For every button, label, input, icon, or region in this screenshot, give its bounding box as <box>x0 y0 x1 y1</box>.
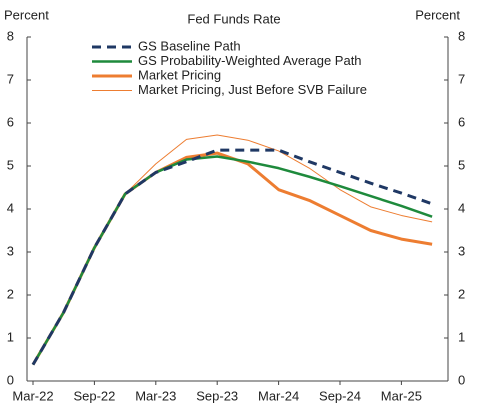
y-tick-label: 1 <box>7 329 14 344</box>
x-tick-label: Mar-22 <box>12 388 53 403</box>
y2-tick-label: 0 <box>458 372 465 387</box>
y2-tick-label: 8 <box>458 28 465 43</box>
y2-tick-label: 6 <box>458 114 465 129</box>
legend-label: Market Pricing, Just Before SVB Failure <box>138 82 367 97</box>
y-tick-label: 5 <box>7 157 14 172</box>
x-tick-label: Mar-24 <box>258 388 299 403</box>
legend-label: GS Baseline Path <box>138 38 241 53</box>
y-tick-label: 3 <box>7 243 14 258</box>
legend-label: Market Pricing <box>138 67 221 82</box>
x-tick-label: Sep-22 <box>73 388 115 403</box>
legend-label: GS Probability-Weighted Average Path <box>138 53 362 68</box>
x-tick-label: Sep-23 <box>196 388 238 403</box>
y-tick-label: 8 <box>7 28 14 43</box>
y-axis-label: Percent <box>4 7 49 22</box>
y2-axis-label: Percent <box>415 7 460 22</box>
y-tick-label: 7 <box>7 71 14 86</box>
x-tick-label: Sep-24 <box>319 388 361 403</box>
y2-tick-label: 1 <box>458 329 465 344</box>
chart-title: Fed Funds Rate <box>187 11 280 26</box>
y2-tick-label: 3 <box>458 243 465 258</box>
x-tick-label: Mar-25 <box>381 388 422 403</box>
x-tick-label: Mar-23 <box>135 388 176 403</box>
y-tick-label: 0 <box>7 372 14 387</box>
y2-tick-label: 7 <box>458 71 465 86</box>
series-line <box>31 148 433 366</box>
y2-tick-label: 5 <box>458 157 465 172</box>
y2-tick-label: 2 <box>458 286 465 301</box>
series-line <box>31 155 433 366</box>
y-tick-label: 2 <box>7 286 14 301</box>
y-tick-label: 6 <box>7 114 14 129</box>
y2-tick-label: 4 <box>458 200 465 215</box>
y-tick-label: 4 <box>7 200 14 215</box>
